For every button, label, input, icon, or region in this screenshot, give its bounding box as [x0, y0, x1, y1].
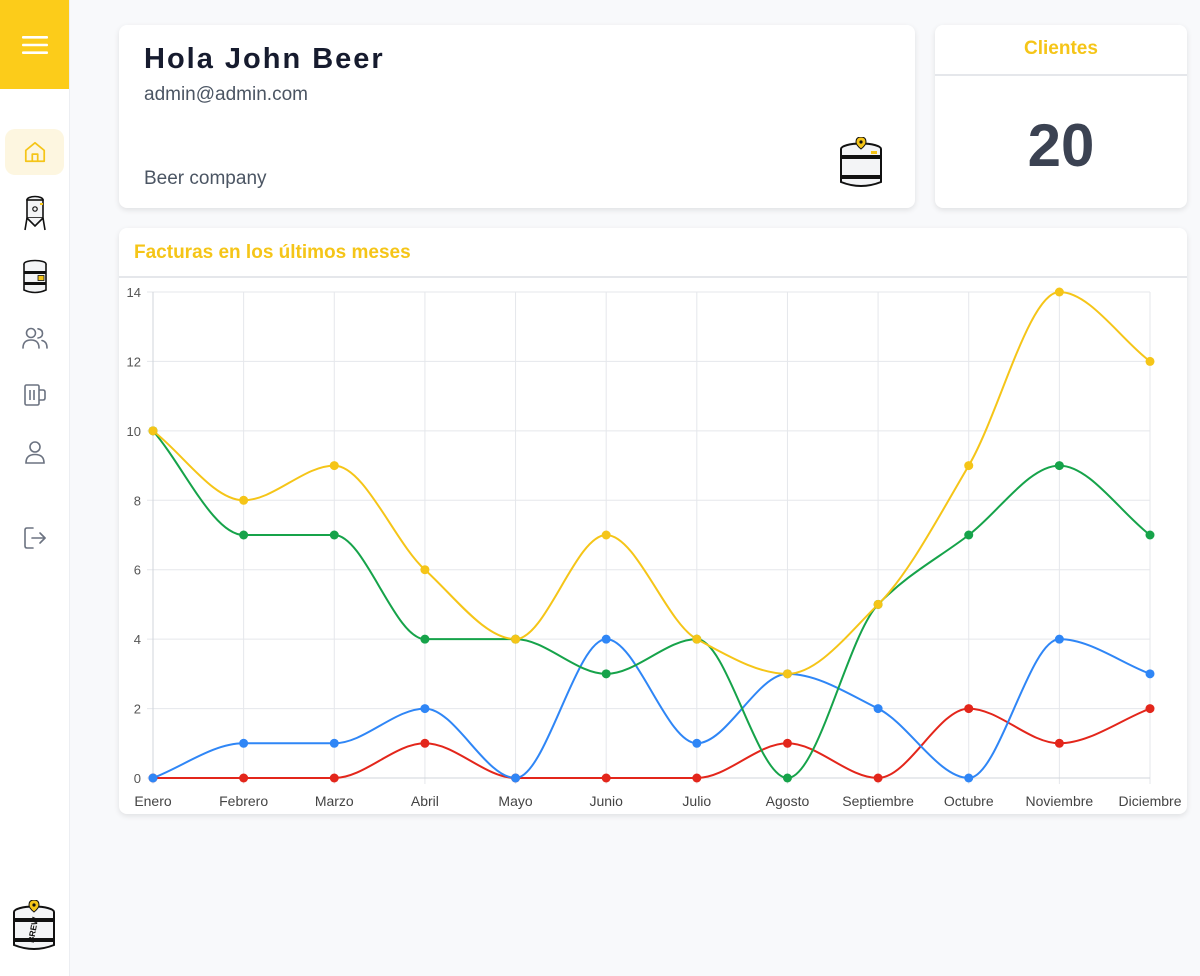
data-point — [873, 704, 883, 714]
invoices-chart-card: Facturas en los últimos meses 0 2 4 6 8 10 12 1… — [119, 228, 1187, 814]
x-tick-label: Octubre — [944, 793, 994, 809]
data-point — [1145, 356, 1155, 366]
data-point — [329, 461, 339, 471]
keg-icon — [22, 259, 47, 294]
data-point — [964, 530, 974, 540]
x-tick-label: Noviembre — [1026, 793, 1094, 809]
y-tick-label: 14 — [127, 285, 141, 300]
x-tick-label: Enero — [134, 793, 172, 809]
clients-count: 20 — [1027, 112, 1095, 179]
data-point — [964, 704, 974, 714]
data-point — [329, 773, 339, 783]
data-point — [782, 738, 792, 748]
data-point — [964, 773, 974, 783]
data-point — [601, 773, 611, 783]
sidebar-item-fermenter[interactable] — [5, 190, 64, 236]
series-line — [152, 290, 1151, 675]
data-point — [601, 634, 611, 644]
sidebar-item-beer[interactable] — [5, 372, 64, 418]
data-point — [782, 669, 792, 679]
data-point — [1054, 634, 1064, 644]
data-point — [1054, 287, 1064, 297]
sidebar-item-profile[interactable] — [5, 429, 64, 475]
logout-icon — [23, 527, 46, 549]
x-tick-label: Febrero — [219, 793, 268, 809]
chart-title: Facturas en los últimos meses — [134, 242, 411, 263]
y-tick-label: 0 — [134, 771, 141, 786]
invoices-line-chart: 0 2 4 6 8 10 12 14 Enero Febrero Marzo Abril Mayo Jun… — [127, 285, 1182, 809]
home-icon — [24, 141, 45, 163]
data-point — [420, 634, 430, 644]
svg-text:BREW: BREW — [26, 915, 41, 943]
x-tick-label: Junio — [589, 793, 623, 809]
fermenter-tank-icon — [23, 195, 46, 231]
brew-control-logo — [840, 137, 882, 187]
clients-divider — [935, 74, 1187, 76]
data-point — [420, 565, 430, 575]
data-point — [873, 599, 883, 609]
data-point — [239, 495, 249, 505]
data-point — [964, 461, 974, 471]
data-point — [511, 634, 521, 644]
greeting-title: Hola John Beer — [144, 43, 385, 75]
greeting-company: Beer company — [144, 168, 267, 189]
chart-divider — [119, 276, 1187, 278]
data-point — [420, 738, 430, 748]
series-line — [152, 430, 1151, 780]
y-tick-label: 4 — [134, 632, 141, 647]
x-tick-label: Abril — [411, 793, 439, 809]
x-tick-label: Mayo — [498, 793, 532, 809]
sidebar: BREW — [0, 0, 70, 976]
data-point — [692, 773, 702, 783]
brew-control-logo: BREW — [13, 900, 55, 950]
data-point — [239, 738, 249, 748]
greeting-email: admin@admin.com — [144, 84, 308, 105]
x-tick-label: Diciembre — [1118, 793, 1181, 809]
y-tick-label: 8 — [134, 493, 141, 508]
data-point — [511, 773, 521, 783]
user-icon — [24, 441, 45, 464]
data-point — [1145, 669, 1155, 679]
data-point — [239, 530, 249, 540]
x-tick-label: Marzo — [315, 793, 354, 809]
y-tick-label: 6 — [134, 563, 141, 578]
sidebar-item-home[interactable] — [5, 129, 64, 175]
data-point — [692, 738, 702, 748]
y-tick-label: 2 — [134, 702, 141, 717]
users-icon — [21, 327, 48, 349]
data-point — [148, 426, 158, 436]
sidebar-item-logout[interactable] — [5, 515, 64, 561]
data-point — [1054, 461, 1064, 471]
data-point — [601, 669, 611, 679]
data-point — [148, 773, 158, 783]
data-point — [239, 773, 249, 783]
data-point — [1145, 530, 1155, 540]
y-tick-label: 10 — [127, 424, 141, 439]
data-point — [420, 704, 430, 714]
clients-title: Clientes — [1024, 38, 1098, 59]
data-point — [782, 773, 792, 783]
data-point — [1145, 704, 1155, 714]
x-tick-label: Julio — [682, 793, 711, 809]
hamburger-icon — [21, 35, 48, 54]
data-point — [601, 530, 611, 540]
x-tick-label: Septiembre — [842, 793, 914, 809]
sidebar-item-users[interactable] — [5, 315, 64, 361]
clients-card: Clientes 20 — [935, 25, 1187, 208]
x-tick-label: Agosto — [766, 793, 810, 809]
data-point — [873, 773, 883, 783]
data-point — [329, 738, 339, 748]
sidebar-item-keg[interactable] — [5, 254, 64, 300]
data-point — [329, 530, 339, 540]
data-point — [1054, 738, 1064, 748]
y-tick-label: 12 — [127, 354, 141, 369]
beer-mug-icon — [23, 384, 46, 406]
greeting-card: Hola John Beer admin@admin.com Beer comp… — [119, 25, 915, 208]
menu-button[interactable] — [0, 0, 69, 89]
data-point — [692, 634, 702, 644]
